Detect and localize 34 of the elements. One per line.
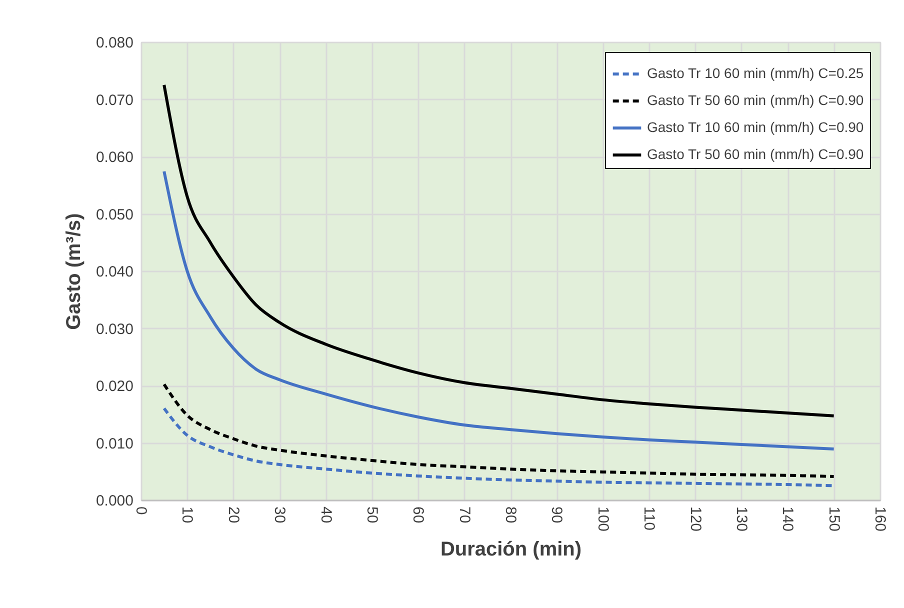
y-tick-label: 0.060	[96, 149, 134, 166]
y-tick-label: 0.010	[96, 435, 134, 452]
x-tick-label: 160	[872, 506, 888, 532]
x-tick-label: 20	[224, 506, 242, 524]
x-tick-label: 110	[640, 506, 658, 530]
x-tick-label: 50	[363, 506, 380, 524]
x-tick-label: 140	[779, 506, 796, 532]
y-tick-label: 0.040	[96, 264, 134, 280]
x-tick-label: 120	[686, 506, 704, 532]
x-tick-label: 100	[594, 506, 612, 532]
y-tick-label: 0.020	[96, 378, 134, 395]
legend-label: Gasto Tr 10 60 min (mm/h) C=0.90	[647, 119, 864, 135]
x-tick-label: 130	[732, 506, 750, 532]
x-axis-title: Duración (min)	[440, 538, 582, 561]
x-tick-label: 70	[456, 506, 473, 524]
x-tick-label: 0	[132, 506, 150, 515]
y-tick-label: 0.050	[96, 206, 134, 224]
y-tick-label: 0.080	[96, 34, 134, 52]
line-series	[162, 382, 836, 478]
legend-label: Gasto Tr 50 60 min (mm/h) C=0.90	[647, 146, 864, 162]
y-axis-title: Gasto (m³/s)	[62, 213, 85, 330]
legend-label: Gasto Tr 10 60 min (mm/h) C=0.25	[647, 65, 864, 81]
x-tick-label: 80	[502, 506, 519, 524]
x-tick-label: 60	[410, 506, 427, 524]
x-tick-label: 150	[825, 506, 842, 532]
x-tick-label: 40	[317, 506, 334, 524]
x-tick-label: 10	[178, 506, 196, 524]
y-tick-label: 0.030	[96, 320, 134, 338]
y-tick-label: 0.000	[96, 492, 134, 510]
legend-label: Gasto Tr 50 60 min (mm/h) C=0.90	[647, 92, 864, 108]
x-tick-label: 90	[548, 506, 566, 524]
y-tick-label: 0.070	[96, 92, 134, 109]
x-tick-label: 30	[271, 506, 288, 524]
line-series	[162, 170, 836, 451]
